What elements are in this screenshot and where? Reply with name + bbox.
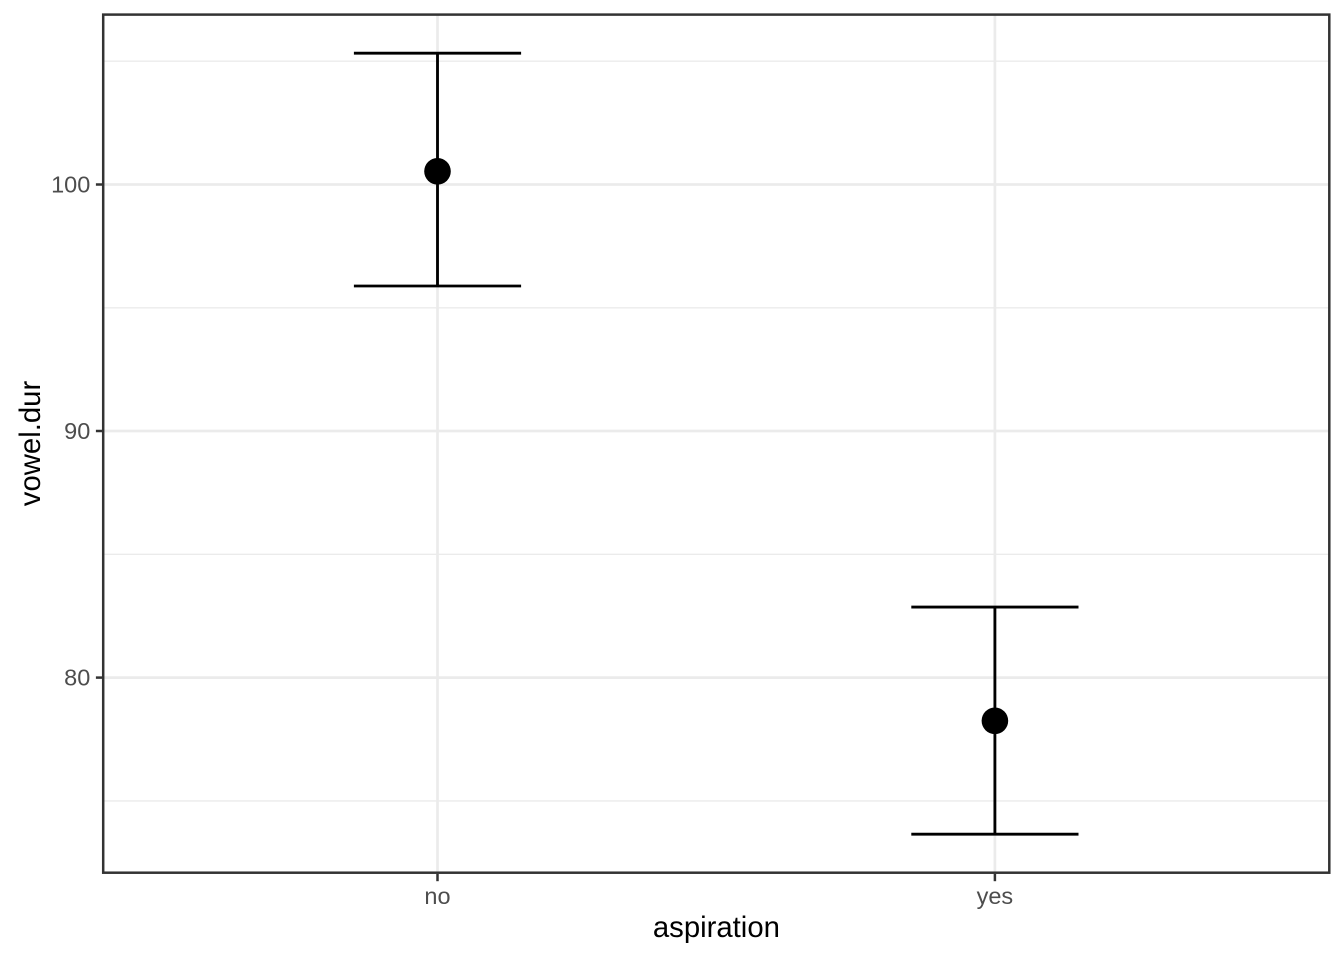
svg-text:90: 90 [64,418,90,444]
svg-text:yes: yes [977,883,1014,909]
svg-text:80: 80 [64,665,90,691]
svg-text:aspiration: aspiration [653,911,780,944]
svg-text:no: no [424,883,450,909]
svg-text:vowel.dur: vowel.dur [14,381,47,507]
svg-text:100: 100 [51,172,90,198]
